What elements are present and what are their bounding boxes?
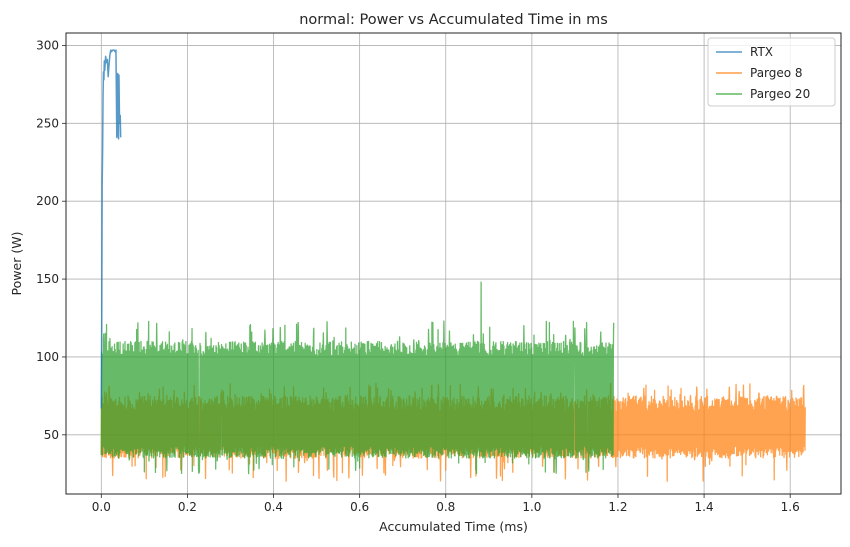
y-tick-label: 250: [36, 116, 59, 130]
legend-label: RTX: [750, 45, 773, 59]
y-tick-label: 200: [36, 194, 59, 208]
legend-label: Pargeo 20: [750, 87, 810, 101]
legend-label: Pargeo 8: [750, 66, 803, 80]
plot-frame: [65, 32, 842, 495]
y-tick-label: 50: [44, 428, 59, 442]
x-tick-label: 0.6: [350, 500, 369, 514]
x-tick-label: 1.6: [781, 500, 800, 514]
legend-box: [707, 37, 836, 107]
y-tick-label: 100: [36, 350, 59, 364]
x-tick-label: 0.4: [264, 500, 283, 514]
x-tick-label: 1.4: [695, 500, 714, 514]
y-tick-label: 150: [36, 272, 59, 286]
x-tick-label: 0.0: [92, 500, 111, 514]
x-tick-label: 0.8: [436, 500, 455, 514]
series-layer: [100, 49, 806, 482]
x-tick-label: 1.2: [608, 500, 627, 514]
legend: RTX Pargeo 8 Pargeo 20: [707, 37, 836, 107]
chart-title: normal: Power vs Accumulated Time in ms: [299, 12, 608, 28]
y-tick-label: 300: [36, 38, 59, 52]
x-tick-label: 0.2: [178, 500, 197, 514]
x-axis-label: Accumulated Time (ms): [379, 519, 528, 534]
x-tick-label: 1.0: [522, 500, 541, 514]
axis-ticks: 0.0 0.2 0.4 0.6 0.8 1.0 1.2 1.4 1.6 50 100 150 200 25…: [36, 38, 800, 514]
y-axis-label: Power (W): [9, 232, 24, 296]
series-line-pargeo-20: [100, 281, 615, 475]
series-line-rtx: [100, 49, 122, 409]
